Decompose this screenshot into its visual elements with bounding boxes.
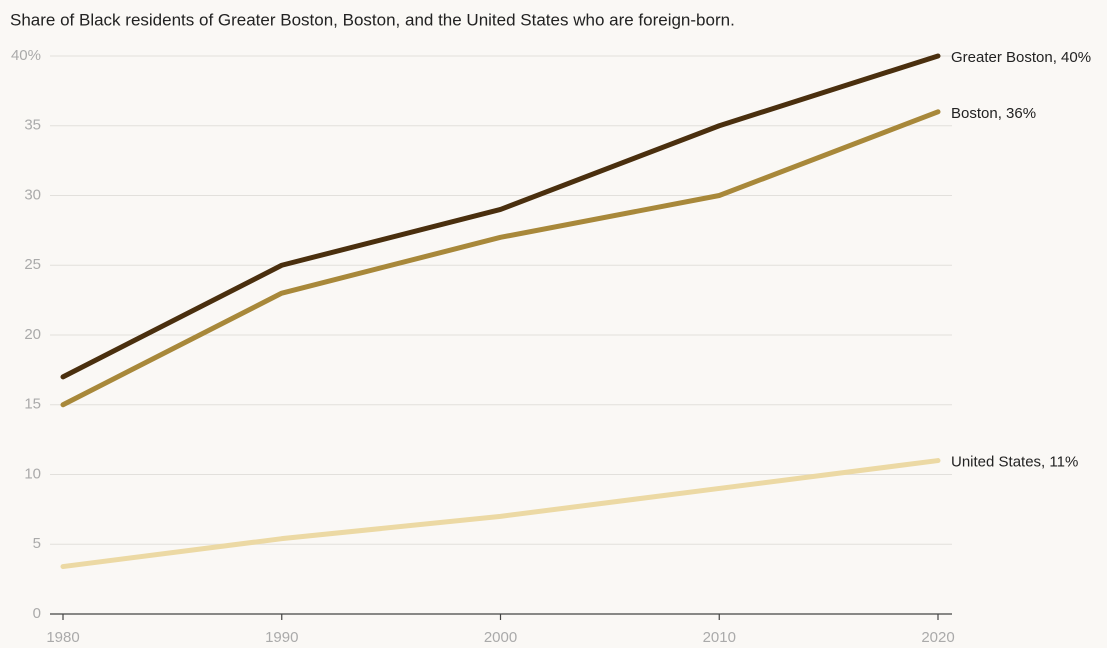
- chart-title: Share of Black residents of Greater Bost…: [10, 10, 735, 29]
- series-line: [60, 109, 941, 408]
- y-tick-label: 35: [24, 117, 41, 134]
- y-tick-label: 30: [24, 186, 41, 203]
- x-tick-label: 2020: [921, 629, 954, 646]
- series-label: Boston, 36%: [951, 105, 1036, 122]
- x-tick-label: 2000: [484, 629, 517, 646]
- y-tick-label: 5: [33, 535, 41, 552]
- x-tick-label: 2010: [703, 629, 736, 646]
- x-tick-label: 1980: [46, 629, 79, 646]
- y-tick-label: 10: [24, 465, 41, 482]
- series-label: Greater Boston, 40%: [951, 49, 1091, 66]
- series-line: [60, 458, 941, 570]
- x-tick-label: 1990: [265, 629, 298, 646]
- y-tick-label: 40%: [11, 47, 41, 64]
- series-line: [60, 53, 941, 380]
- series-label: United States, 11%: [951, 454, 1078, 471]
- y-tick-label: 0: [33, 605, 41, 622]
- y-tick-label: 25: [24, 256, 41, 273]
- y-tick-label: 20: [24, 326, 41, 343]
- y-tick-label: 15: [24, 396, 41, 413]
